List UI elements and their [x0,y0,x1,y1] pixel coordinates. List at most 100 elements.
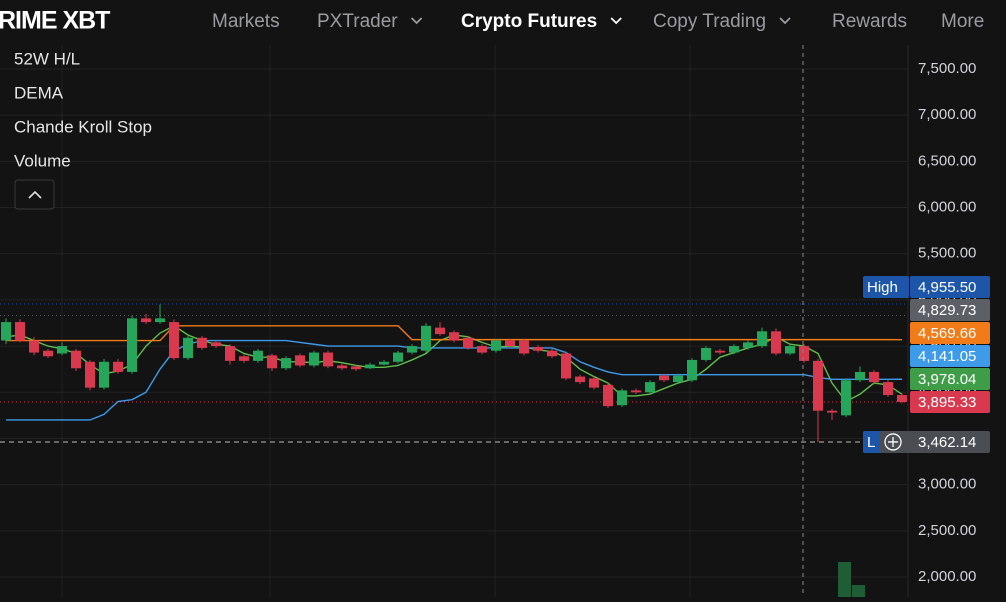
candle-body [813,360,823,411]
volume-bar [838,562,851,597]
candle-body [183,337,193,359]
candle-body [505,340,515,347]
candle-body [897,395,907,402]
candle-body [281,358,291,369]
price-tag-label: 4,569.66 [918,325,976,342]
price-tag [910,344,990,367]
y-tick-label: 3,000.00 [918,476,976,493]
y-tick-label: 2,000.00 [918,568,976,585]
volume-bar [852,585,865,597]
candle-body [351,366,361,370]
candle-body [673,375,683,383]
candle-body [85,361,95,388]
indicator-line [6,339,903,421]
candle-body [631,390,641,393]
price-tag [910,367,990,390]
y-tick-label: 7,500.00 [918,60,976,77]
candle-body [477,346,487,353]
y-tick-label: 5,500.00 [918,245,976,262]
legend-item: DEMA [14,83,64,102]
candle-body [15,322,25,341]
candle-body [491,340,501,351]
candle-body [645,382,655,393]
nav-bar: RIME XBT Markets PXTrader Crypto Futures Co… [0,0,1006,45]
candle-body [421,325,431,351]
candle-body [127,318,137,372]
nav-item[interactable]: Rewards [832,11,907,32]
price-tag-label: 4,955.50 [918,279,976,296]
nav-background [0,0,1006,45]
candle-body [589,378,599,388]
candle-body [617,390,627,406]
tag-name-box [863,275,909,298]
candle-body [715,350,725,353]
legend: 52W H/L DEMA Chande Kroll Stop Volume [14,49,152,210]
candle-body [197,337,207,348]
candle-body [57,346,67,354]
candle-body [659,375,669,381]
candle-body [869,371,879,383]
candle-body [533,347,543,351]
candle-body [225,346,235,361]
candle-body [687,359,697,381]
price-tag [910,321,990,344]
candle-body [799,346,809,361]
candle-body [323,352,333,367]
plot [0,303,908,443]
y-tick-label: 7,000.00 [918,106,976,123]
price-tag [910,390,990,413]
price-tag [910,298,990,321]
collapse-button[interactable] [14,179,55,210]
candle-body [771,331,781,354]
legend-item: Chande Kroll Stop [14,117,152,136]
nav-item[interactable]: Crypto Futures [461,11,597,32]
candle-body [365,364,375,369]
candle-body [169,322,179,359]
tag-name: L [867,434,875,451]
candle-body [113,361,123,372]
candle-body [295,355,305,366]
y-tick-label: 6,500.00 [918,152,976,169]
candle-body [701,347,711,360]
candle-body [575,376,585,383]
candle-body [211,342,221,347]
candle-body [393,352,403,362]
logo[interactable]: RIME XBT [0,7,111,35]
price-tag-label: 3,462.14 [918,434,976,451]
price-tag-label: 3,978.04 [918,371,976,388]
candle-body [43,350,53,357]
candle-body [407,346,417,353]
dropdown-icon [410,17,423,25]
nav-item[interactable]: Markets [212,11,280,32]
candle-body [449,332,459,341]
nav-item[interactable]: Copy Trading [653,11,766,32]
nav-item[interactable]: More [941,11,984,32]
candle-body [253,350,263,361]
nav-item[interactable]: PXTrader [317,11,398,32]
candle-body [603,384,613,407]
add-icon[interactable] [888,436,898,447]
legend-item: 52W H/L [14,49,80,68]
dropdown-icon [610,17,622,25]
price-tag-label: 4,829.73 [918,302,976,319]
price-tags: High 4,955.50 4,829.73 4,569.66 4,141.05 3,97… [863,275,990,453]
candle-body [71,350,81,369]
dropdown-icon [779,17,791,25]
candle-body [519,340,529,354]
candle-body [743,342,753,348]
price-tag [880,430,990,453]
price-tag-label: 3,895.33 [918,394,976,411]
add-icon[interactable] [884,433,902,451]
candle-body [99,361,109,388]
legend-item: Volume [14,151,71,170]
price-tag [910,275,990,298]
candle-body [239,356,249,361]
collapse-icon [28,190,42,199]
candle-body [841,380,851,416]
candle-body [141,318,151,323]
nav-items: Markets PXTrader Crypto Futures Copy Tradin… [212,11,984,32]
candle-body [267,355,277,369]
